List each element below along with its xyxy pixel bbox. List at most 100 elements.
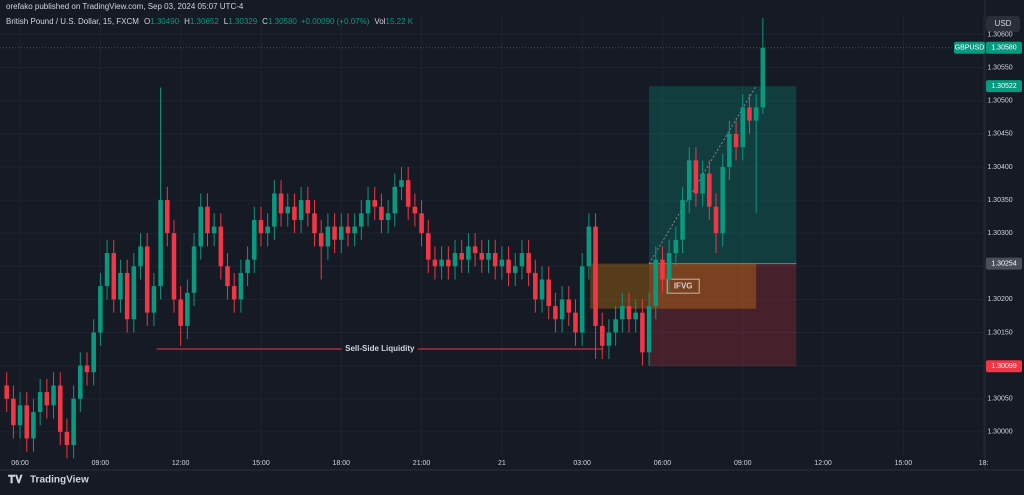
candle-body <box>191 246 197 293</box>
x-tick-label: 18: <box>979 460 989 467</box>
x-tick-label: 12:00 <box>172 460 190 467</box>
title: British Pound / U.S. Dollar, 15, FXCM <box>6 17 139 26</box>
candle-body <box>325 226 331 247</box>
candle-body <box>225 266 230 287</box>
candle-body <box>238 272 244 300</box>
x-tick-label: 09:00 <box>92 460 110 467</box>
candle-body <box>91 332 96 373</box>
candle-body <box>104 253 110 287</box>
candle-body <box>747 107 752 121</box>
candle-body <box>64 431 70 446</box>
candle-body <box>24 405 30 439</box>
brand: TradingView <box>30 475 89 486</box>
candle-body <box>318 233 324 247</box>
stop-label: 1.30099 <box>991 363 1016 370</box>
x-tick-label: 18:00 <box>333 460 351 467</box>
candle-body <box>539 279 545 300</box>
candle-body <box>258 219 264 234</box>
entry-tag <box>986 257 1022 270</box>
y-tick-label: 1.30050 <box>987 396 1012 403</box>
candle-body <box>526 253 531 273</box>
candle-body <box>218 226 224 267</box>
candle-body <box>512 266 518 273</box>
x-tick-label: 09:00 <box>734 460 752 467</box>
tv-logo: 𝐓𝐕 <box>8 474 23 486</box>
candle-body <box>432 259 438 267</box>
candle-body <box>579 266 585 333</box>
candle-body <box>365 200 371 214</box>
candle-body <box>727 133 732 167</box>
candle-body <box>385 213 391 220</box>
candle-body <box>506 259 511 273</box>
candle-body <box>131 266 137 320</box>
candle-body <box>332 226 337 240</box>
candle-body <box>17 405 23 426</box>
candle-body <box>31 411 36 439</box>
y-tick-label: 1.30200 <box>987 296 1012 303</box>
candle-body <box>345 226 351 234</box>
last-price-symbol: GBPUSD <box>955 45 985 52</box>
candle-body <box>446 259 451 267</box>
candle-body <box>700 173 705 194</box>
candle-body <box>466 246 471 260</box>
candle-body <box>620 306 625 320</box>
candle-body <box>399 180 404 187</box>
last-price-tag <box>986 41 1022 54</box>
candle-body <box>4 385 9 399</box>
candle-body <box>57 385 63 432</box>
candle-body <box>312 213 317 234</box>
candle-body <box>760 47 766 108</box>
currency: USD <box>995 19 1012 28</box>
candle-body <box>151 286 157 313</box>
y-tick-label: 1.30500 <box>987 98 1012 105</box>
readout-key: O <box>144 17 150 26</box>
target-label: 1.30522 <box>991 83 1016 90</box>
candle-body <box>37 392 43 412</box>
candle-body <box>285 206 291 214</box>
y-tick-label: 1.30150 <box>987 329 1012 336</box>
candle-body <box>626 306 632 320</box>
candle-body <box>673 239 679 254</box>
candle-body <box>138 246 143 267</box>
last-price-label: 1.30580 <box>991 45 1016 52</box>
candle-body <box>419 213 424 234</box>
candle-body <box>392 186 398 214</box>
candle-body <box>472 246 478 254</box>
candle-body <box>372 200 378 207</box>
last-price-symbol-tag <box>954 41 985 54</box>
candle-body <box>653 259 659 307</box>
entry-label: 1.30254 <box>991 260 1016 267</box>
readout-value: 1.30329 <box>228 17 257 26</box>
candle-body <box>640 312 645 353</box>
candle-body <box>111 253 117 300</box>
candle-body <box>546 279 551 307</box>
candle-body <box>205 206 210 234</box>
candle-body <box>533 272 538 300</box>
candle-body <box>573 312 578 333</box>
candle-body <box>492 253 498 267</box>
x-tick-label: 03:00 <box>573 460 591 467</box>
currency-box[interactable] <box>986 16 1020 32</box>
candle-body <box>292 206 297 220</box>
candle-body <box>733 133 739 148</box>
y-tick-label: 1.30000 <box>987 429 1012 436</box>
target-tag <box>986 80 1022 93</box>
candle-body <box>439 259 444 267</box>
candle-body <box>379 206 384 220</box>
candle-body <box>44 392 50 406</box>
readout-key: H <box>184 17 190 26</box>
candle-body <box>305 200 311 214</box>
y-tick-label: 1.30450 <box>987 131 1012 138</box>
candle-body <box>459 253 464 260</box>
y-tick-label: 1.30600 <box>987 31 1012 38</box>
candle-body <box>78 365 83 399</box>
readout-key: L <box>224 17 229 26</box>
readout-key: C <box>262 17 268 26</box>
candle-body <box>499 259 505 267</box>
candle-body <box>586 226 592 267</box>
candle-body <box>660 259 665 280</box>
ifvg-label-box <box>666 278 700 294</box>
candle-body <box>753 107 759 121</box>
readout-value: 1.30490 <box>150 17 179 26</box>
